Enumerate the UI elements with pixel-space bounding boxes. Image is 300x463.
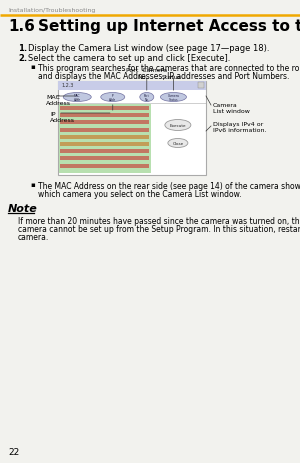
Text: 2.: 2. [18,54,27,63]
Text: 1.6: 1.6 [8,19,35,34]
Text: Camera
Status: Camera Status [167,94,179,102]
Ellipse shape [101,94,125,102]
Text: If more than 20 minutes have passed since the camera was turned on, the: If more than 20 minutes have passed sinc… [18,217,300,225]
Text: Close: Close [172,142,183,146]
Text: which camera you select on the Camera List window.: which camera you select on the Camera Li… [38,189,242,199]
Text: 1.2.3: 1.2.3 [61,83,74,88]
Text: camera.: camera. [18,232,49,242]
Text: Display the Camera List window (see page 17—page 18).: Display the Camera List window (see page… [28,44,269,53]
Text: No.: No. [138,75,148,80]
Text: 1.: 1. [18,44,27,53]
Bar [60,114,149,118]
Text: Setting up Internet Access to the Camera: Setting up Internet Access to the Camera [38,19,300,34]
Text: Status: Status [161,75,182,80]
Ellipse shape [63,94,91,102]
Text: MAC
Addr: MAC Addr [74,94,81,102]
Text: Execute: Execute [169,124,186,128]
Ellipse shape [140,94,154,102]
FancyBboxPatch shape [58,82,206,91]
Text: Installation/Troubleshooting: Installation/Troubleshooting [8,8,95,13]
Text: and displays the MAC Addresses, IP addresses and Port Numbers.: and displays the MAC Addresses, IP addre… [38,72,290,81]
Text: camera cannot be set up from the Setup Program. In this situation, restart the: camera cannot be set up from the Setup P… [18,225,300,233]
Text: Port  Camera: Port Camera [126,68,167,73]
Text: Port
No.: Port No. [144,94,150,102]
Ellipse shape [165,120,191,131]
Text: The MAC Address on the rear side (see page 14) of the camera shows: The MAC Address on the rear side (see pa… [38,181,300,191]
Bar [60,164,149,168]
Bar [60,128,149,132]
Bar [198,83,204,89]
Text: ▪: ▪ [30,181,35,188]
Bar [60,136,149,139]
Text: MAC
Address: MAC Address [46,95,71,106]
Text: IP
Address: IP Address [50,112,75,123]
Ellipse shape [160,94,186,102]
Bar [60,157,149,161]
Text: This program searches for the cameras that are connected to the router: This program searches for the cameras th… [38,64,300,73]
Text: ▪: ▪ [30,64,35,70]
Ellipse shape [168,139,188,148]
Bar [60,150,149,154]
Text: 22: 22 [8,447,19,456]
Text: Note: Note [8,204,38,213]
Bar [60,121,149,125]
Bar [60,143,149,147]
Text: Select the camera to set up and click [Execute].: Select the camera to set up and click [E… [28,54,230,63]
Bar [59,105,151,174]
Text: Camera
List window: Camera List window [213,103,250,114]
Text: Displays IPv4 or
IPv6 information.: Displays IPv4 or IPv6 information. [213,122,266,133]
FancyBboxPatch shape [58,82,206,175]
Bar [60,107,149,111]
Text: IP
Addr: IP Addr [109,94,116,102]
